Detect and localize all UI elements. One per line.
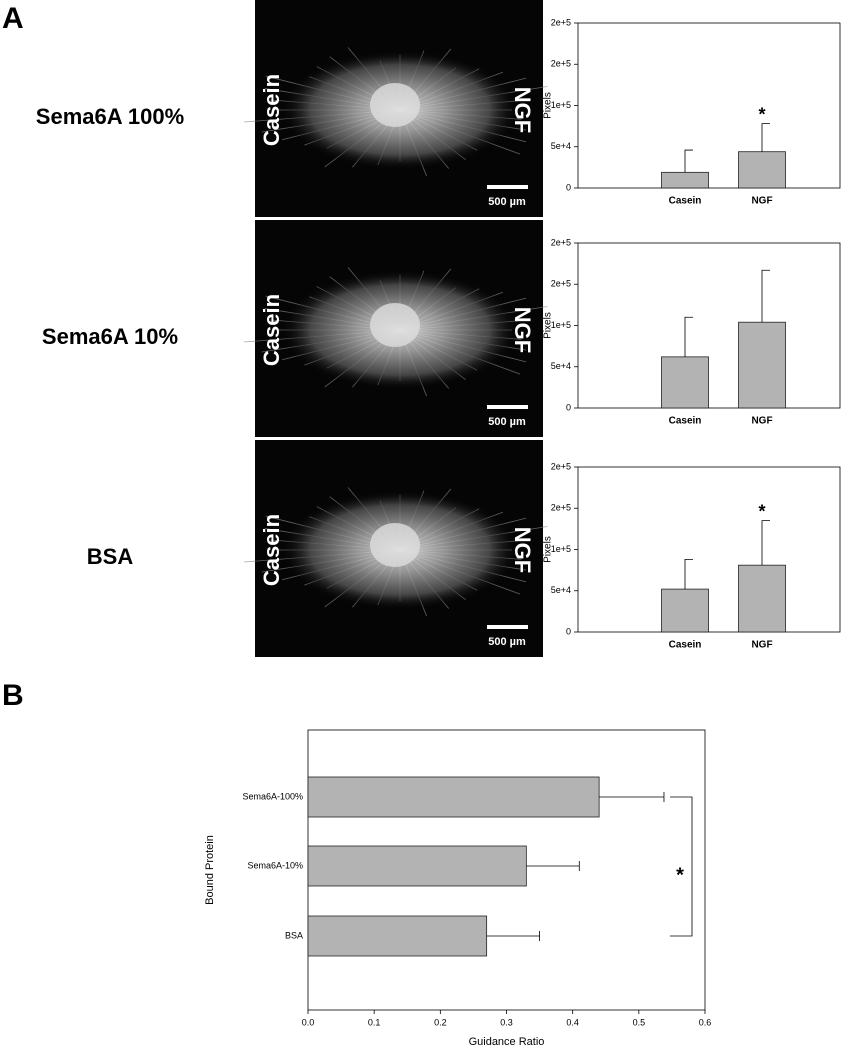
bar xyxy=(307,845,527,887)
annotation: * xyxy=(676,864,684,886)
x-tick-label: Casein xyxy=(669,640,702,651)
explant-body xyxy=(370,523,420,567)
y-tick-label: 0 xyxy=(566,626,571,636)
error-bar xyxy=(761,520,770,566)
error-bar xyxy=(684,149,693,173)
y-tick-label: 2e+5 xyxy=(551,503,571,513)
y-tick-label: 0 xyxy=(566,402,571,412)
x-tick-label: 0.5 xyxy=(633,1017,646,1027)
bar xyxy=(307,776,600,818)
bar xyxy=(661,588,709,633)
y-tick-label: 2e+5 xyxy=(551,59,571,69)
scale-label: 500 µm xyxy=(488,416,526,428)
y-tick-label: 5e+4 xyxy=(551,361,571,371)
plot-frame xyxy=(577,242,841,409)
error-bar xyxy=(526,861,580,871)
image-label: NGF xyxy=(510,87,535,133)
panel-label: B xyxy=(2,679,24,712)
x-tick-label: NGF xyxy=(751,196,772,207)
image-label: Casein xyxy=(259,514,284,586)
y-tick-label: 2e+5 xyxy=(551,279,571,289)
x-axis-label: Guidance Ratio xyxy=(469,1036,545,1048)
error-bar xyxy=(599,792,665,802)
x-tick-label: NGF xyxy=(751,416,772,427)
bar xyxy=(661,171,709,189)
x-tick-label: 0.3 xyxy=(500,1017,513,1027)
y-tick-label: 2e+5 xyxy=(551,17,571,27)
image-label: NGF xyxy=(510,527,535,573)
error-bar xyxy=(761,123,770,152)
y-tick-label: 0 xyxy=(566,182,571,192)
scale-label: 500 µm xyxy=(488,196,526,208)
bar xyxy=(738,564,786,633)
explant-body xyxy=(370,303,420,347)
y-axis-label: Pixels xyxy=(543,92,554,119)
scale-label: 500 µm xyxy=(488,636,526,648)
row-label: Sema6A 100% xyxy=(36,104,184,129)
bar xyxy=(661,356,709,409)
x-tick-label: 0.1 xyxy=(368,1017,381,1027)
bar xyxy=(738,151,786,189)
y-tick-label: Sema6A-10% xyxy=(247,860,303,870)
image-label: Casein xyxy=(259,294,284,366)
y-axis-label: Bound Protein xyxy=(204,835,216,905)
row-label: Sema6A 10% xyxy=(42,324,178,349)
y-tick-label: 2e+5 xyxy=(551,461,571,471)
x-tick-label: Casein xyxy=(669,416,702,427)
annotation: * xyxy=(758,104,765,124)
error-bar xyxy=(684,559,693,590)
y-tick-label: 2e+5 xyxy=(551,237,571,247)
micrograph xyxy=(243,440,548,657)
x-tick-label: 0.2 xyxy=(434,1017,447,1027)
plot-frame xyxy=(577,466,841,633)
x-tick-label: NGF xyxy=(751,640,772,651)
y-tick-label: 5e+4 xyxy=(551,585,571,595)
y-axis-label: Pixels xyxy=(543,312,554,339)
explant-body xyxy=(370,83,420,127)
x-tick-label: 0.4 xyxy=(566,1017,579,1027)
significance-bracket xyxy=(670,796,693,937)
panel-label: A xyxy=(2,2,24,35)
error-bar xyxy=(761,269,770,323)
y-tick-label: 1e+5 xyxy=(551,100,571,110)
x-tick-label: 0.6 xyxy=(699,1017,712,1027)
bar xyxy=(307,915,488,957)
y-tick-label: 1e+5 xyxy=(551,320,571,330)
x-tick-label: Casein xyxy=(669,196,702,207)
image-label: NGF xyxy=(510,307,535,353)
plot-frame xyxy=(577,22,841,189)
annotation: * xyxy=(758,501,765,521)
image-label: Casein xyxy=(259,74,284,146)
micrograph xyxy=(243,0,548,217)
bar xyxy=(738,321,786,409)
y-tick-label: BSA xyxy=(285,930,303,940)
x-tick-label: 0.0 xyxy=(302,1017,315,1027)
error-bar xyxy=(486,931,540,941)
error-bar xyxy=(684,316,693,357)
micrograph xyxy=(243,220,548,437)
row-label: BSA xyxy=(87,544,134,569)
y-tick-label: 1e+5 xyxy=(551,544,571,554)
y-axis-label: Pixels xyxy=(543,536,554,563)
y-tick-label: Sema6A-100% xyxy=(242,791,303,801)
y-tick-label: 5e+4 xyxy=(551,141,571,151)
